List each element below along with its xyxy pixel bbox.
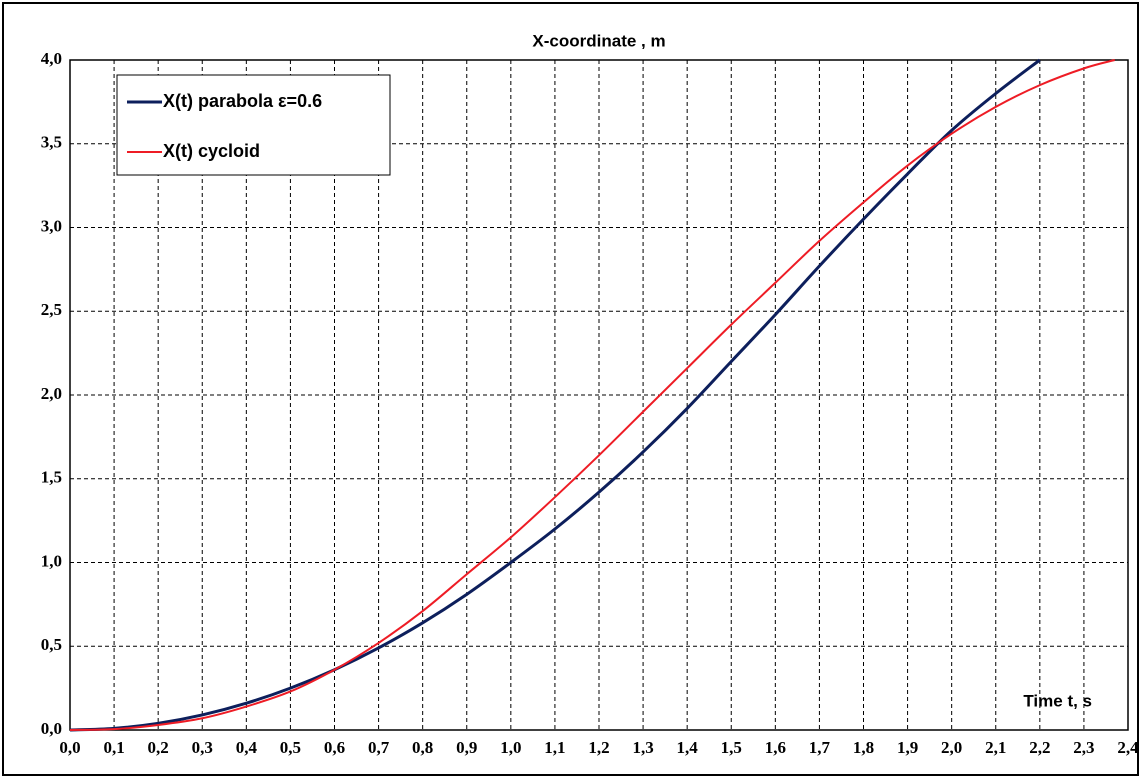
- x-tick-label: 1,0: [500, 738, 521, 757]
- series-line: [69, 58, 1041, 732]
- x-tick-label: 1,8: [853, 738, 874, 757]
- x-tick-label: 0,6: [324, 738, 345, 757]
- x-tick-label: 0,8: [412, 738, 433, 757]
- x-tick-label: 0,9: [456, 738, 477, 757]
- x-tick-label: 0,1: [103, 738, 124, 757]
- x-tick-label: 0,5: [280, 738, 301, 757]
- x-tick-label: 0,3: [192, 738, 213, 757]
- chart-title: X-coordinate , m: [532, 31, 665, 50]
- y-tick-label: 4,0: [41, 49, 62, 68]
- x-tick-label: 1,3: [632, 738, 653, 757]
- y-tick-label: 0,0: [41, 719, 62, 738]
- x-tick-label: 2,3: [1073, 738, 1094, 757]
- x-tick-label: 1,5: [721, 738, 742, 757]
- x-tick-label: 0,7: [368, 738, 390, 757]
- x-tick-label: 0,4: [236, 738, 258, 757]
- x-tick-label: 2,0: [941, 738, 962, 757]
- x-tick-label: 1,6: [765, 738, 786, 757]
- plot-frame: [69, 59, 1129, 731]
- y-tick-label: 3,5: [41, 133, 62, 152]
- y-tick-label: 2,5: [41, 300, 62, 319]
- legend-label: X(t) cycloid: [163, 141, 260, 161]
- x-tick-label: 1,7: [809, 738, 831, 757]
- y-tick-label: 1,0: [41, 551, 62, 570]
- y-tick-label: 3,0: [41, 216, 62, 235]
- legend-box: [116, 74, 391, 176]
- x-tick-label: 0,0: [59, 738, 80, 757]
- series-line: [69, 59, 1116, 731]
- x-tick-label: 2,1: [985, 738, 1006, 757]
- x-axis-label: Time t, s: [1023, 691, 1092, 710]
- x-tick-label: 0,2: [148, 738, 169, 757]
- x-tick-label: 2,2: [1029, 738, 1050, 757]
- y-tick-label: 2,0: [41, 384, 62, 403]
- x-tick-label: 2,4: [1117, 738, 1139, 757]
- x-tick-label: 1,9: [897, 738, 918, 757]
- x-tick-label: 1,4: [677, 738, 699, 757]
- legend-label: X(t) parabola ε=0.6: [163, 91, 322, 111]
- x-tick-label: 1,1: [544, 738, 565, 757]
- x-tick-label: 1,2: [588, 738, 609, 757]
- y-tick-label: 1,5: [41, 468, 62, 487]
- y-tick-label: 0,5: [41, 635, 62, 654]
